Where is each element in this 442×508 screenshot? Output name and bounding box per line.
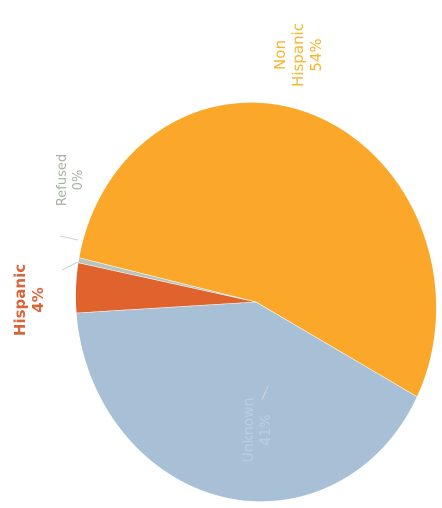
pie-group <box>75 102 437 502</box>
leader-line-refused <box>59 235 79 241</box>
slice-label-unknown: Unknown41% <box>241 398 274 463</box>
slice-label-non-hispanic: NonHispanic54% <box>271 23 325 87</box>
pie-slice-non-hispanic <box>78 102 437 398</box>
pie-slice-unknown <box>75 301 418 502</box>
leader-line-unknown <box>261 385 269 401</box>
slice-label-refused: Refused0% <box>55 154 86 206</box>
slice-label-hispanic: Hispanic4% <box>11 264 47 336</box>
leader-line-hispanic <box>61 261 79 271</box>
pie-slice-refused <box>77 257 257 303</box>
